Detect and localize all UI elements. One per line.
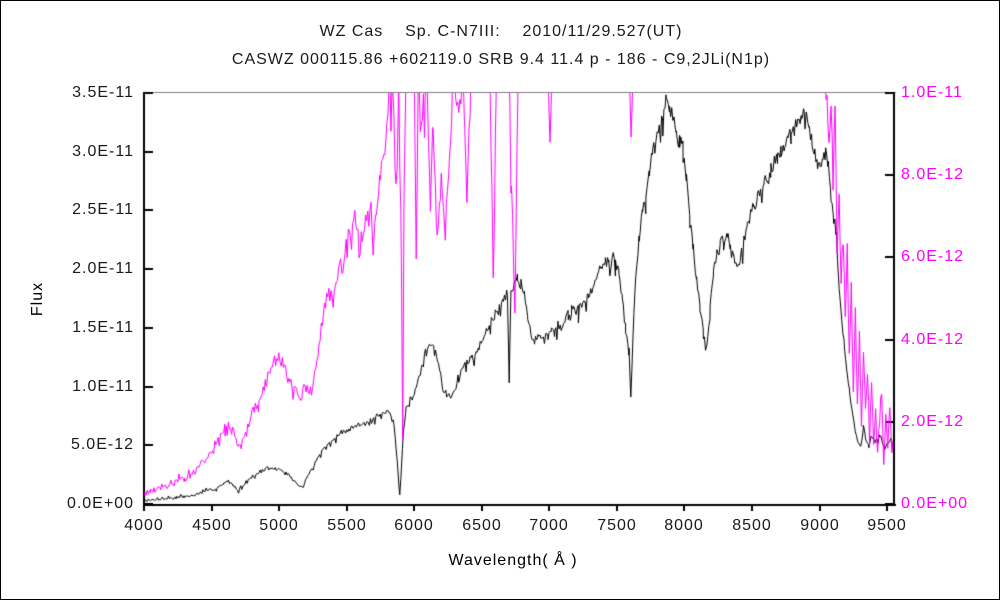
chart-title: WZ Cas Sp. C-N7III: 2010/11/29.527(UT) — [319, 23, 683, 40]
x-axis-tick-label: 5500 — [327, 517, 367, 534]
left-axis-tick-label: 2.0E-11 — [72, 260, 134, 277]
x-axis-tick-label: 4500 — [192, 517, 232, 534]
x-axis-tick-label: 7000 — [529, 517, 569, 534]
left-axis-tick-label: 3.0E-11 — [72, 143, 134, 160]
left-axis-tick-label: 3.5E-11 — [72, 84, 134, 101]
left-axis-tick-label: 5.0E-12 — [70, 436, 134, 453]
x-axis-title: Wavelength( Å ) — [448, 552, 578, 569]
x-axis-tick-label: 4000 — [124, 517, 164, 534]
x-axis-tick-label: 9500 — [867, 517, 907, 534]
x-axis-tick-label: 9000 — [800, 517, 840, 534]
right-axis-tick-label: 4.0E-12 — [901, 331, 965, 348]
x-axis-tick-label: 8500 — [732, 517, 772, 534]
x-axis-tick-label: 6500 — [462, 517, 502, 534]
x-axis-tick-label: 5000 — [259, 517, 299, 534]
x-axis-tick-label: 7500 — [597, 517, 637, 534]
right-axis-tick-label: 6.0E-12 — [901, 248, 965, 265]
left-axis-tick-label: 1.0E-11 — [72, 378, 134, 395]
chart-subtitle: CASWZ 000115.86 +602119.0 SRB 9.4 11.4 p… — [231, 51, 771, 68]
left-axis-tick-label: 1.5E-11 — [72, 319, 134, 336]
left-axis-tick-label: 0.0E+00 — [66, 495, 134, 512]
x-axis-tick-label: 8000 — [664, 517, 704, 534]
left-axis-tick-label: 2.5E-11 — [72, 201, 134, 218]
right-axis-tick-label: 8.0E-12 — [901, 166, 965, 183]
right-axis-tick-label: 2.0E-12 — [901, 413, 965, 430]
right-axis-tick-label: 1.0E-11 — [901, 84, 963, 101]
x-axis-tick-label: 6000 — [394, 517, 434, 534]
left-axis-title: Flux — [29, 281, 46, 317]
right-axis-tick-label: 0.0E+00 — [901, 495, 969, 512]
